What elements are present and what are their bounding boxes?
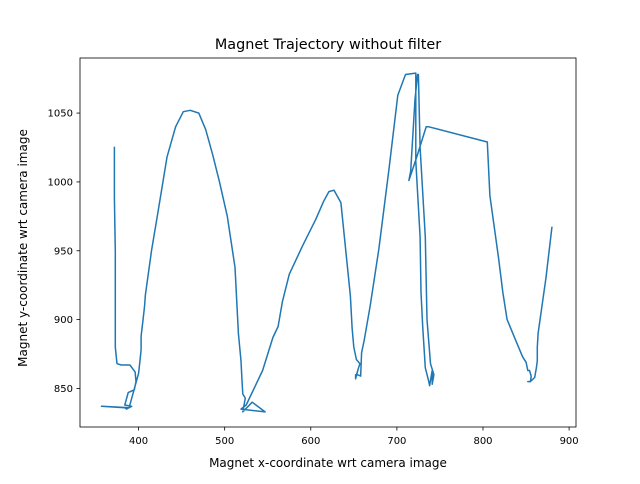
x-tick-label: 400 xyxy=(129,436,148,447)
series-line-0 xyxy=(100,72,553,413)
y-tick-label: 1000 xyxy=(48,177,73,188)
y-axis-label: Magnet y-coordinate wrt camera image xyxy=(16,129,30,367)
axes: 400 500 600 700 800 900 850 900 950 1000 1050 xyxy=(48,57,579,447)
y-tick-label: 1050 xyxy=(48,109,73,120)
x-tick-label: 500 xyxy=(215,436,234,447)
x-tick-label: 700 xyxy=(387,436,406,447)
axes-frame xyxy=(79,57,577,428)
x-axis-label: Magnet x-coordinate wrt camera image xyxy=(209,456,447,470)
plot-area xyxy=(100,72,553,413)
y-tick-label: 900 xyxy=(54,315,73,326)
x-tick-label: 800 xyxy=(473,436,492,447)
y-tick-label: 850 xyxy=(54,384,73,395)
x-tick-label: 600 xyxy=(301,436,320,447)
x-tick-label: 900 xyxy=(560,436,579,447)
chart-title: Magnet Trajectory without filter xyxy=(215,37,441,53)
y-tick-label: 950 xyxy=(54,246,73,257)
